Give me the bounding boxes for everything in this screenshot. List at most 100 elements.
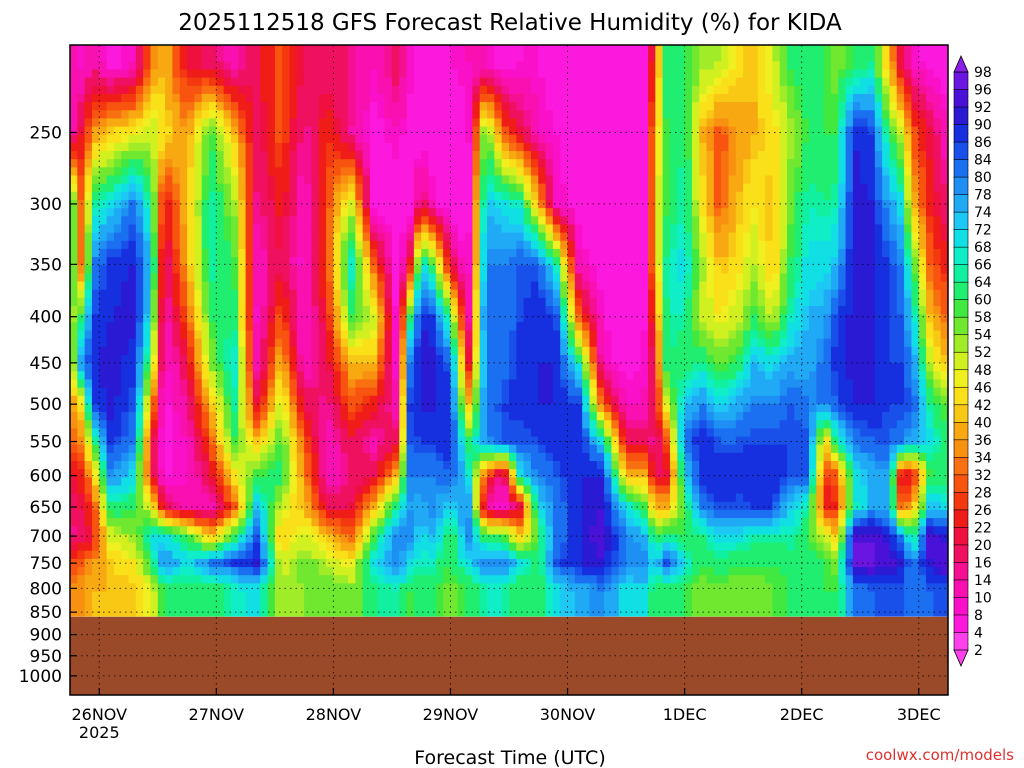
heat-cell bbox=[99, 591, 108, 601]
heat-cell bbox=[457, 387, 466, 397]
heat-cell bbox=[384, 102, 393, 111]
heat-cell bbox=[582, 387, 591, 397]
heat-cell bbox=[187, 224, 195, 234]
heat-cell bbox=[450, 469, 459, 478]
heat-cell bbox=[230, 395, 239, 405]
heat-cell bbox=[128, 420, 137, 429]
heat-cell bbox=[362, 322, 371, 332]
heat-cell bbox=[399, 126, 408, 136]
heat-cell bbox=[179, 322, 188, 332]
heat-cell bbox=[311, 509, 320, 519]
heat-cell bbox=[545, 126, 554, 136]
heat-cell bbox=[567, 191, 576, 201]
heat-cell bbox=[77, 550, 86, 560]
heat-cell bbox=[582, 452, 591, 462]
heat-cell bbox=[574, 395, 583, 405]
heat-cell bbox=[274, 322, 283, 332]
heat-cell bbox=[326, 159, 334, 168]
heat-cell bbox=[487, 199, 495, 209]
heat-cell bbox=[567, 403, 576, 413]
heat-cell bbox=[135, 93, 144, 103]
heat-cell bbox=[340, 428, 349, 438]
heat-cell bbox=[516, 477, 525, 487]
heat-cell bbox=[179, 224, 188, 234]
heat-cell bbox=[384, 240, 393, 250]
heat-cell bbox=[70, 387, 78, 397]
heat-cell bbox=[509, 599, 517, 609]
heat-cell bbox=[377, 330, 386, 340]
heat-cell bbox=[413, 297, 422, 307]
heat-cell bbox=[121, 379, 130, 389]
heat-cell bbox=[201, 591, 210, 601]
heat-cell bbox=[260, 273, 269, 283]
heat-cell bbox=[406, 485, 415, 495]
heat-cell bbox=[457, 45, 466, 54]
heat-cell bbox=[209, 199, 217, 209]
heat-cell bbox=[362, 306, 371, 315]
heat-cell bbox=[135, 371, 144, 381]
heat-cell bbox=[545, 469, 554, 478]
heat-cell bbox=[582, 363, 591, 372]
heat-cell bbox=[523, 281, 532, 291]
heat-cell bbox=[99, 248, 108, 258]
heat-cell bbox=[552, 607, 561, 617]
heat-cell bbox=[340, 501, 349, 511]
heat-cell bbox=[267, 45, 276, 54]
heat-cell bbox=[340, 85, 349, 95]
heat-cell bbox=[165, 183, 174, 193]
heat-cell bbox=[282, 240, 291, 250]
heat-cell bbox=[209, 379, 217, 389]
heat-cell bbox=[399, 208, 408, 217]
heat-cell bbox=[70, 61, 78, 71]
heat-cell bbox=[216, 61, 225, 71]
heat-cell bbox=[223, 371, 232, 381]
heat-cell bbox=[348, 257, 356, 266]
heat-cell bbox=[326, 485, 334, 495]
heat-cell bbox=[245, 167, 254, 177]
heat-cell bbox=[384, 387, 393, 397]
heat-cell bbox=[157, 477, 166, 487]
heat-cell bbox=[501, 232, 510, 242]
heat-cell bbox=[230, 248, 239, 258]
heat-cell bbox=[523, 110, 532, 120]
heat-cell bbox=[355, 240, 364, 250]
heat-cell bbox=[516, 583, 525, 593]
heat-cell bbox=[143, 444, 152, 454]
heat-cell bbox=[318, 493, 327, 503]
heat-cell bbox=[282, 575, 291, 584]
heat-cell bbox=[574, 558, 583, 568]
heat-cell bbox=[260, 452, 269, 462]
heat-cell bbox=[179, 297, 188, 307]
heat-cell bbox=[84, 534, 93, 544]
heat-cell bbox=[282, 289, 291, 299]
heat-cell bbox=[530, 102, 539, 111]
heat-cell bbox=[399, 77, 408, 87]
heat-cell bbox=[179, 526, 188, 536]
heat-cell bbox=[538, 444, 547, 454]
heat-cell bbox=[91, 420, 100, 429]
heat-cell bbox=[333, 526, 342, 536]
heat-cell bbox=[552, 183, 561, 193]
heat-cell bbox=[274, 257, 283, 266]
heat-cell bbox=[216, 591, 225, 601]
heat-cell bbox=[333, 346, 342, 356]
heat-cell bbox=[282, 607, 291, 617]
heat-cell bbox=[494, 412, 503, 421]
heat-cell bbox=[457, 461, 466, 470]
heat-cell bbox=[289, 232, 298, 242]
heat-cell bbox=[179, 575, 188, 584]
heat-cell bbox=[582, 526, 591, 536]
heat-cell bbox=[296, 232, 305, 242]
heat-cell bbox=[77, 273, 86, 283]
heat-cell bbox=[530, 216, 539, 226]
heat-cell bbox=[501, 509, 510, 519]
heat-cell bbox=[274, 526, 283, 536]
heat-cell bbox=[435, 93, 444, 103]
heat-cell bbox=[369, 493, 378, 503]
heat-cell bbox=[91, 77, 100, 87]
heat-cell bbox=[201, 379, 210, 389]
heat-cell bbox=[530, 371, 539, 381]
heat-cell bbox=[245, 110, 254, 120]
heat-cell bbox=[589, 134, 598, 144]
heat-cell bbox=[479, 126, 488, 136]
